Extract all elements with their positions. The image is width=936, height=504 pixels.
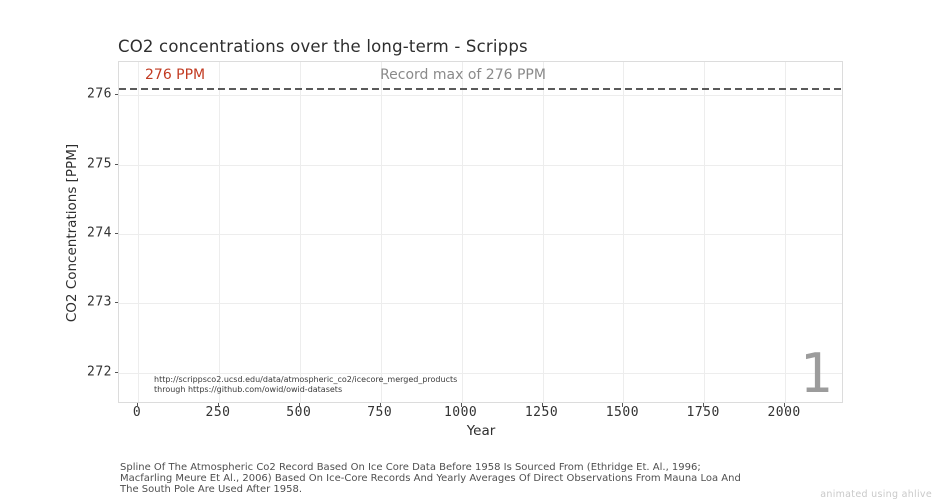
y-tick-label: 276 xyxy=(87,86,112,102)
x-tick-mark xyxy=(622,403,624,407)
y-axis-label: CO2 Concentrations [PPM] xyxy=(64,143,80,323)
y-tick-mark xyxy=(114,371,118,373)
record-max-line xyxy=(119,88,842,91)
x-tick-label: 1750 xyxy=(686,405,720,420)
x-axis-label: Year xyxy=(466,423,496,439)
watermark: animated using ahlive xyxy=(820,489,932,500)
x-gridline xyxy=(380,62,382,402)
x-tick-label: 750 xyxy=(367,405,393,420)
x-tick-mark xyxy=(218,403,219,407)
x-tick-mark xyxy=(379,403,381,407)
y-tick-mark xyxy=(114,302,118,304)
x-tick-mark xyxy=(298,403,300,407)
y-gridline xyxy=(119,164,842,166)
y-tick-label: 274 xyxy=(87,225,112,241)
x-tick-mark xyxy=(784,403,786,407)
y-tick-mark xyxy=(114,163,118,165)
y-tick-mark xyxy=(114,233,118,234)
x-gridline xyxy=(785,62,787,402)
x-tick-label: 1000 xyxy=(443,405,478,420)
animation-frame-counter: 1 xyxy=(799,341,832,405)
y-tick-label: 272 xyxy=(87,364,112,380)
x-tick-label: 2000 xyxy=(767,405,801,420)
y-tick-mark xyxy=(114,94,118,96)
y-tick-label: 275 xyxy=(87,156,112,172)
y-gridline xyxy=(119,372,842,374)
y-gridline xyxy=(119,95,842,97)
x-gridline xyxy=(219,62,220,402)
x-tick-label: 1250 xyxy=(524,405,559,420)
source-note: http://scrippsco2.ucsd.edu/data/atmosphe… xyxy=(154,375,458,394)
x-gridline xyxy=(138,62,140,402)
x-tick-mark xyxy=(703,403,705,407)
x-gridline xyxy=(704,62,706,402)
y-gridline xyxy=(119,234,842,235)
y-tick-label: 273 xyxy=(87,294,112,310)
chart-caption: Spline Of The Atmospheric Co2 Record Bas… xyxy=(120,462,741,495)
y-gridline xyxy=(119,303,842,305)
x-tick-label: 0 xyxy=(132,405,142,420)
plot-area: 276 PPM Record max of 276 PPM http://scr… xyxy=(118,61,843,405)
x-tick-label: 1500 xyxy=(605,405,640,420)
x-gridline xyxy=(542,62,544,402)
x-gridline xyxy=(299,62,301,402)
x-gridline xyxy=(461,62,463,402)
chart-title: CO2 concentrations over the long-term - … xyxy=(118,37,528,56)
x-tick-label: 250 xyxy=(205,405,231,420)
record-max-annotation: Record max of 276 PPM xyxy=(380,67,546,83)
current-value-label: 276 PPM xyxy=(145,67,206,83)
x-gridline xyxy=(623,62,625,402)
x-tick-label: 500 xyxy=(286,405,312,420)
x-tick-mark xyxy=(460,403,462,407)
x-tick-mark xyxy=(137,403,139,407)
x-tick-mark xyxy=(541,403,543,407)
